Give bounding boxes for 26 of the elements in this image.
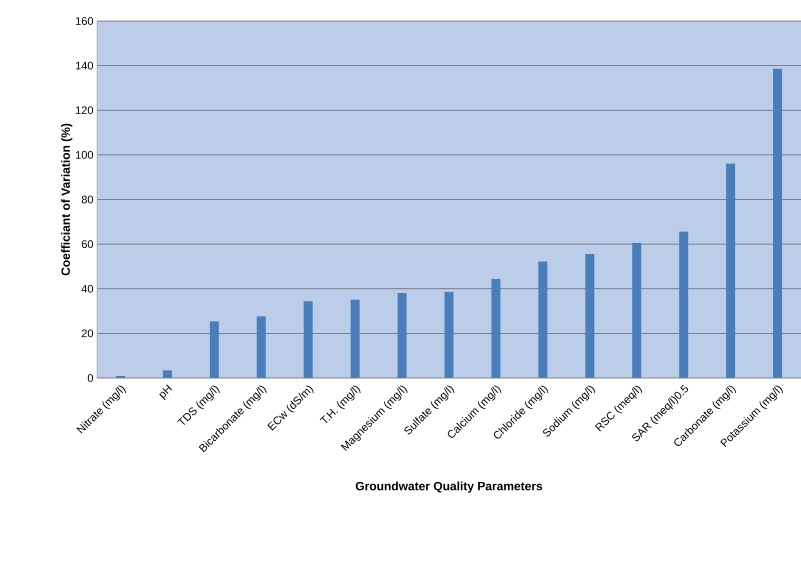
bar [256, 316, 266, 378]
bar [304, 301, 313, 378]
y-tick-label: 120 [76, 106, 94, 114]
x-axis-title: Groundwater Quality Parameters [356, 482, 542, 493]
bar [350, 300, 360, 378]
bar [726, 164, 736, 378]
y-axis-title: Coefficiant of Variation (%) [61, 124, 72, 276]
bar [632, 243, 642, 378]
bar [773, 68, 782, 378]
bar [444, 292, 454, 378]
y-tick-label: 60 [82, 240, 94, 248]
y-tick-label: 0 [88, 374, 94, 382]
y-tick-label: 20 [82, 329, 94, 338]
y-tick-label: 140 [76, 62, 94, 70]
bar [585, 254, 594, 378]
bar [162, 370, 172, 378]
bar [210, 321, 219, 378]
y-tick-label: 80 [82, 196, 94, 204]
y-tick-label: 160 [76, 17, 94, 25]
bar [398, 292, 407, 378]
y-tick-label: 40 [81, 284, 94, 293]
bar [538, 262, 548, 378]
y-tick-label: 100 [76, 150, 94, 159]
x-tick-label: pH [159, 384, 172, 400]
bar [679, 232, 688, 378]
bar [491, 278, 500, 378]
